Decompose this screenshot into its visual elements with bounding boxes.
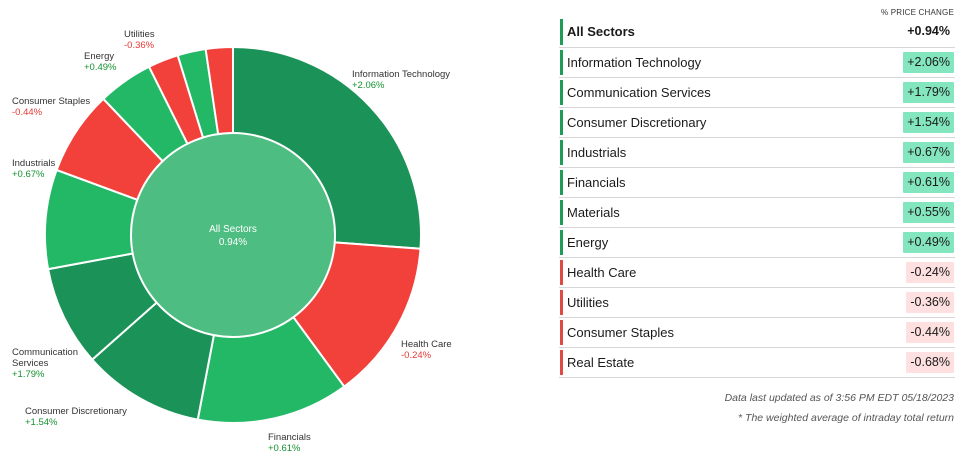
- sector-name: Health Care: [567, 265, 637, 280]
- row-accent-bar: [560, 230, 563, 255]
- label-energy: Energy+0.49%: [84, 51, 117, 73]
- sector-value-badge: +0.49%: [903, 232, 954, 253]
- row-accent-bar: [560, 260, 563, 285]
- table-row-real-estate[interactable]: Real Estate -0.68%: [559, 348, 955, 378]
- table-row-consumer-discretionary[interactable]: Consumer Discretionary +1.54%: [559, 108, 955, 138]
- label-consumer-discretionary: Consumer Discretionary+1.54%: [25, 406, 127, 428]
- slice-name-label: Financials: [268, 432, 311, 443]
- table-row-communication-services[interactable]: Communication Services +1.79%: [559, 78, 955, 108]
- sector-value-badge: -0.36%: [906, 292, 954, 313]
- footnote-updated: Data last updated as of 3:56 PM EDT 05/1…: [724, 392, 954, 404]
- sector-value-badge: -0.68%: [906, 352, 954, 373]
- slice-value-label: -0.44%: [12, 107, 43, 118]
- table-row-energy[interactable]: Energy +0.49%: [559, 228, 955, 258]
- sector-name: Consumer Discretionary: [567, 115, 707, 130]
- slice-name-label: Health Care: [401, 339, 452, 350]
- row-accent-bar: [560, 140, 563, 165]
- row-accent-bar: [560, 50, 563, 75]
- row-accent-bar: [560, 110, 563, 135]
- sector-value-badge: +2.06%: [903, 52, 954, 73]
- sector-name: All Sectors: [567, 24, 635, 39]
- footnotes: Data last updated as of 3:56 PM EDT 05/1…: [725, 392, 954, 432]
- sector-value-badge: +0.61%: [903, 172, 954, 193]
- slice-value-label: -0.36%: [124, 40, 155, 51]
- slice-name-label: Consumer Staples: [12, 96, 90, 107]
- row-accent-bar: [560, 80, 563, 105]
- center-value: 0.94%: [219, 237, 247, 248]
- label-health-care: Health Care-0.24%: [401, 339, 452, 361]
- slice-name-label: Information Technology: [352, 69, 450, 80]
- center-label: All Sectors: [209, 224, 257, 235]
- slice-value-label: +2.06%: [352, 80, 385, 91]
- table-row-financials[interactable]: Financials +0.61%: [559, 168, 955, 198]
- row-accent-bar: [560, 200, 563, 225]
- sector-name: Communication Services: [567, 85, 711, 100]
- slice-value-label: +1.79%: [12, 369, 45, 380]
- sector-value-badge: -0.44%: [906, 322, 954, 343]
- row-accent-bar: [560, 170, 563, 195]
- sector-value-badge: -0.24%: [906, 262, 954, 283]
- sector-name: Financials: [567, 175, 626, 190]
- table-row-industrials[interactable]: Industrials +0.67%: [559, 138, 955, 168]
- slice-value-label: +0.67%: [12, 169, 45, 180]
- sector-rows: All Sectors +0.94% Information Technolog…: [559, 17, 955, 378]
- label-utilities: Utilities-0.36%: [124, 29, 155, 51]
- table-row-health-care[interactable]: Health Care -0.24%: [559, 258, 955, 288]
- row-accent-bar: [560, 350, 563, 375]
- row-accent-bar: [560, 320, 563, 345]
- slice-name-label: Services: [12, 358, 49, 369]
- label-information-technology: Information Technology+2.06%: [352, 69, 450, 91]
- footnote-method: * The weighted average of intraday total…: [738, 412, 954, 424]
- row-accent-bar: [560, 19, 563, 45]
- slice-name-label: Consumer Discretionary: [25, 406, 127, 417]
- table-row-utilities[interactable]: Utilities -0.36%: [559, 288, 955, 318]
- sector-value-badge: +1.54%: [903, 112, 954, 133]
- slice-labels: Information Technology+2.06%Health Care-…: [12, 29, 452, 454]
- sector-value-badge: +0.67%: [903, 142, 954, 163]
- slice-value-label: +0.49%: [84, 62, 117, 73]
- row-accent-bar: [560, 290, 563, 315]
- sector-name: Information Technology: [567, 55, 702, 70]
- label-industrials: Industrials+0.67%: [12, 158, 56, 180]
- slice-name-label: Communication: [12, 347, 78, 358]
- label-financials: Financials+0.61%: [268, 432, 311, 454]
- sector-table: % PRICE CHANGE All Sectors +0.94% Inform…: [559, 0, 955, 467]
- sector-name: Industrials: [567, 145, 627, 160]
- sector-value: +0.94%: [907, 24, 950, 38]
- slice-value-label: +1.54%: [25, 417, 58, 428]
- slice-value-label: +0.61%: [268, 443, 301, 454]
- sector-name: Consumer Staples: [567, 325, 674, 340]
- sector-value-badge: +1.79%: [903, 82, 954, 103]
- sector-name: Real Estate: [567, 355, 635, 370]
- sector-name: Energy: [567, 235, 609, 250]
- table-row-consumer-staples[interactable]: Consumer Staples -0.44%: [559, 318, 955, 348]
- table-row-materials[interactable]: Materials +0.55%: [559, 198, 955, 228]
- slice-name-label: Energy: [84, 51, 114, 62]
- sector-donut-chart: All Sectors 0.94% Information Technology…: [12, 29, 452, 454]
- slice-name-label: Industrials: [12, 158, 56, 169]
- sector-name: Materials: [567, 205, 620, 220]
- donut-center: [130, 132, 336, 338]
- slice-name-label: Utilities: [124, 29, 155, 40]
- sector-value-badge: +0.55%: [903, 202, 954, 223]
- sector-name: Utilities: [567, 295, 609, 310]
- table-row-all-sectors[interactable]: All Sectors +0.94%: [559, 17, 955, 48]
- table-row-information-technology[interactable]: Information Technology +2.06%: [559, 48, 955, 78]
- label-consumer-staples: Consumer Staples-0.44%: [12, 96, 90, 118]
- column-header: % PRICE CHANGE: [880, 8, 954, 17]
- slice-value-label: -0.24%: [401, 350, 432, 361]
